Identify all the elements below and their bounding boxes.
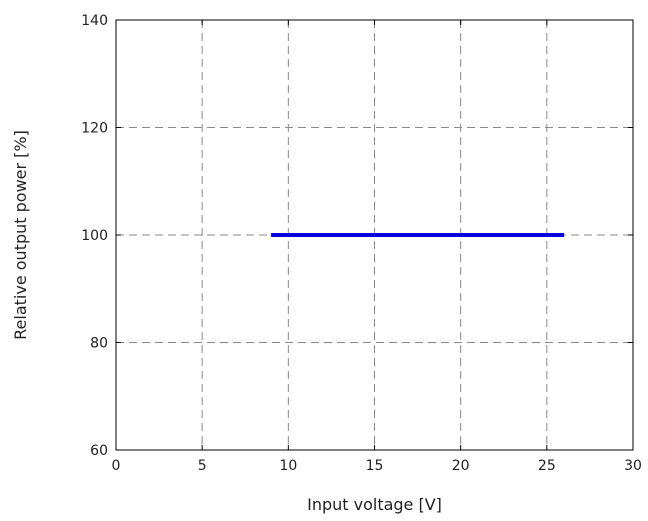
y-tick-label: 60: [90, 443, 108, 459]
y-tick-label: 140: [81, 13, 108, 29]
x-tick-label: 5: [198, 458, 207, 474]
x-tick-label: 30: [624, 458, 642, 474]
y-axis-label: Relative output power [%]: [11, 130, 30, 340]
x-tick-label: 10: [279, 458, 297, 474]
x-tick-label: 0: [112, 458, 121, 474]
x-tick-label: 15: [366, 458, 384, 474]
x-tick-label: 25: [538, 458, 556, 474]
x-axis-label: Input voltage [V]: [307, 495, 442, 514]
y-tick-label: 120: [81, 121, 108, 137]
x-tick-label: 20: [452, 458, 470, 474]
y-tick-label: 80: [90, 336, 108, 352]
y-tick-label: 100: [81, 228, 108, 244]
axis-ticks: 0 5 10 15 20 25 30 60 80 100 120 140: [81, 13, 642, 474]
